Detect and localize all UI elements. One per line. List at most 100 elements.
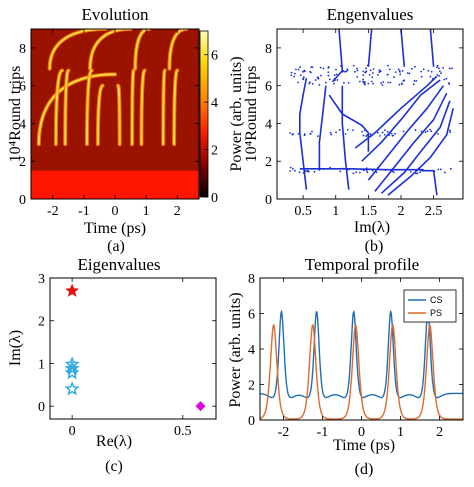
heatmap-trace	[131, 69, 135, 146]
panel-c-title: Eigenvalues	[77, 255, 160, 274]
heatmap-trace	[54, 69, 64, 146]
panel-b-title: Engenvalues	[327, 5, 414, 24]
eigenvalue-point	[298, 171, 301, 174]
eigenvalue-point	[379, 134, 381, 137]
panel-a-y-label: 10⁴Round trips	[7, 66, 24, 163]
eigenvalue-point	[429, 128, 432, 131]
y-tick-label: 4	[248, 343, 255, 358]
eigenvalue-point	[311, 66, 314, 69]
eigenvalue-point	[430, 130, 433, 133]
eigenvalue-point	[367, 82, 370, 85]
y-tick-label: 2	[248, 379, 255, 394]
heatmap-area	[31, 29, 199, 199]
y-tick-label: 0	[265, 193, 272, 208]
eigenvalue-point	[449, 167, 452, 170]
heatmap-bottom-band	[31, 170, 199, 199]
panel-b-caption: (b)	[365, 238, 384, 255]
eigenvalue-point	[383, 133, 386, 136]
x-tick-label: 0	[358, 425, 365, 440]
eigenvalue-point	[335, 68, 337, 71]
eigenvalue-point	[327, 74, 330, 77]
eigenvalue-point	[352, 167, 355, 170]
eigenvalue-point	[393, 76, 395, 78]
eigenvalue-point	[365, 70, 368, 73]
colorbar-tick-label: 2	[211, 144, 218, 159]
eigenvalue-point	[335, 73, 338, 76]
eigenvalue-point	[412, 83, 415, 86]
eigenvalue-point	[338, 129, 341, 131]
eigenvalue-point	[356, 69, 359, 72]
eigenvalue-point	[394, 132, 396, 135]
panel-d-x-ticks: -2 -1 0 1 2	[278, 278, 443, 440]
eigenvalue-point	[366, 64, 369, 67]
eigenvalue-point	[358, 80, 361, 83]
x-tick-label: -1	[317, 425, 329, 440]
y-tick-label: 4	[265, 117, 272, 132]
eigenvalue-point	[309, 133, 312, 135]
eigenvalue-point	[384, 169, 387, 171]
heatmap-trace	[117, 84, 121, 146]
eigenvalue-point	[413, 80, 416, 82]
eigenvalue-point	[362, 81, 364, 83]
eigenvalue-point	[301, 70, 304, 73]
panel-a-x-label: Time (ps)	[84, 220, 146, 237]
y-tick-label: 2	[38, 315, 45, 330]
eigenvalue-point	[308, 82, 311, 85]
eigenvalue-point	[400, 82, 403, 85]
eigenvalue-branch	[380, 100, 451, 194]
eigenvalue-point	[302, 78, 305, 80]
eigenvalue-point	[347, 81, 350, 84]
panel-d-x-label: Time (ps)	[333, 437, 395, 454]
eigenvalue-point	[386, 73, 389, 76]
eigenvalue-branch	[341, 85, 350, 190]
colorbar	[199, 30, 209, 198]
x-tick-label: 0	[112, 204, 119, 219]
eigenvalue-point	[381, 84, 384, 86]
eigenvalue-point	[372, 82, 374, 85]
x-tick-label: 1	[332, 204, 339, 219]
panel-b: Engenvalues 0.5 1 1.5 2 2.5 0 2 4 6 8 Im(λ) 10⁴R…	[243, 5, 464, 255]
eigenvalue-point	[352, 129, 354, 131]
eigenvalue-point	[370, 134, 373, 137]
eigenvalue-point	[377, 166, 379, 169]
eigenvalue-point	[372, 68, 375, 70]
eigenvalue-point	[289, 166, 292, 169]
eigenvalue-point	[438, 70, 441, 73]
panel-b-x-ticks: 0.5 1 1.5 2 2.5	[294, 29, 442, 219]
eigenvalue-point	[368, 73, 371, 76]
eigenvalue-point	[342, 70, 345, 72]
eigenvalue-point	[318, 83, 321, 86]
legend-cs-label: CS	[430, 295, 443, 305]
eigenvalue-point	[356, 67, 358, 70]
eigenvalue-point	[309, 81, 312, 84]
eigenvalue-point	[293, 75, 296, 78]
heatmap-trace	[86, 69, 93, 146]
y-tick-label: 3	[38, 272, 45, 287]
eigenvalue-point	[399, 73, 402, 76]
panel-a-y-ticks: 0 2 4 6 8	[19, 42, 199, 208]
eigenvalue-point	[290, 71, 293, 74]
eigenvalue-branch	[299, 77, 308, 190]
eigenvalue-point	[392, 171, 395, 174]
eigenvalue-point	[304, 170, 307, 172]
eigenvalue-point	[299, 66, 302, 68]
panel-d-title: Temporal profile	[305, 255, 419, 274]
eigenvalue-point	[313, 170, 316, 173]
eigenvalue-point	[344, 70, 346, 73]
x-tick-label: -1	[78, 204, 90, 219]
eigenvalue-point	[411, 67, 413, 70]
eigenvalue-point	[436, 66, 438, 69]
eigenvalue-point	[365, 67, 367, 70]
eigenvalue-point	[401, 69, 404, 72]
eigenvalue-point	[397, 68, 400, 71]
legend: CS PS	[403, 289, 457, 323]
eigenvalue-point	[445, 77, 448, 80]
eigenvalue-point	[436, 73, 439, 76]
eigenvalue-point	[329, 166, 331, 169]
eigenvalue-point	[371, 72, 374, 74]
eigenvalue-point	[289, 132, 291, 134]
eigenvalue-point	[437, 67, 440, 70]
eigenvalue-point	[297, 81, 299, 84]
panel-d-caption: (d)	[355, 461, 374, 478]
eigenvalue-point	[343, 81, 345, 84]
